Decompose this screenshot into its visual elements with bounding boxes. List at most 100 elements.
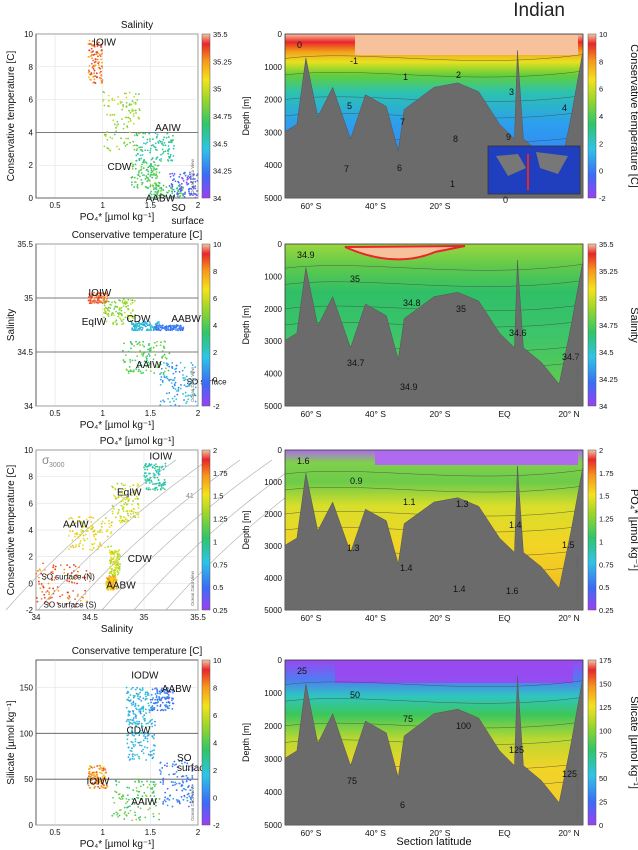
scatter-point: [139, 361, 142, 364]
scatter-point: [130, 183, 133, 186]
scatter-point: [160, 341, 162, 344]
scatter-point: [166, 377, 169, 380]
scatter-point: [144, 321, 147, 323]
scatter-point: [172, 763, 174, 765]
scatter-point: [101, 526, 103, 528]
scatter-point: [163, 488, 166, 491]
scatter-point: [71, 517, 74, 520]
scatter-point: [122, 484, 125, 487]
scatter-point: [101, 61, 103, 64]
scatter-point: [135, 112, 137, 114]
scatter-point: [72, 546, 75, 549]
scatter-point: [187, 182, 190, 185]
scatter-point: [140, 323, 143, 326]
scatter-point: [183, 794, 186, 797]
scatter-point: [142, 136, 144, 139]
scatter-point: [69, 516, 72, 519]
scatter-point: [161, 350, 164, 353]
scatter-point: [132, 743, 135, 746]
scatter-point: [74, 522, 77, 525]
scatter-point: [52, 566, 55, 569]
scatter-point: [172, 784, 174, 787]
scatter-point: [183, 377, 186, 379]
colorbar-tick-label: 1.5: [213, 492, 223, 501]
scatter-point: [194, 187, 197, 190]
scatter-point: [109, 567, 112, 569]
scatter-point: [118, 148, 121, 151]
scatter-point: [151, 735, 154, 738]
scatter-point: [122, 305, 125, 307]
scatter-point: [136, 147, 139, 150]
scatter-point: [145, 359, 148, 362]
scatter-point: [131, 327, 134, 330]
scatter-point: [185, 780, 188, 783]
x-tick-label: 1.5: [145, 409, 157, 418]
scatter-point: [129, 513, 132, 515]
scatter-point: [106, 578, 109, 580]
scatter-point: [143, 320, 146, 323]
scatter-point: [123, 494, 125, 497]
scatter-point: [95, 533, 98, 536]
scatter-point: [105, 771, 108, 774]
scatter-point: [166, 705, 169, 708]
scatter-point: [115, 127, 117, 129]
scatter-point: [175, 326, 177, 329]
scatter-point: [134, 321, 137, 324]
scatter-point: [109, 114, 112, 117]
colorbar-tick-label: 0: [213, 794, 217, 803]
scatter-point: [90, 516, 92, 519]
scatter-point: [139, 696, 141, 698]
scatter-point: [171, 702, 174, 705]
scatter-point: [133, 694, 136, 697]
scatter-point: [123, 360, 126, 363]
scatter-point: [143, 791, 146, 794]
scatter-point: [141, 153, 144, 156]
scatter-point: [153, 706, 156, 709]
contour-label: 6: [400, 800, 405, 810]
scatter-point: [115, 811, 118, 814]
latitude-tick-label: 20° S: [430, 613, 451, 623]
contour-line: [284, 264, 584, 271]
scatter-point: [187, 778, 190, 781]
scatter-point: [128, 714, 131, 717]
scatter-point: [138, 158, 141, 160]
scatter-point: [146, 176, 149, 179]
scatter-point: [154, 720, 156, 723]
scatter-point: [171, 172, 174, 175]
scatter-point: [183, 399, 185, 401]
scatter-point: [154, 190, 157, 193]
scatter-point: [100, 58, 102, 61]
scatter-point: [143, 466, 145, 469]
x-tick-label: 34: [32, 613, 41, 622]
scatter-point: [137, 780, 140, 783]
scatter-point: [172, 327, 175, 330]
scatter-point: [152, 346, 155, 349]
contour-label: 100: [456, 721, 471, 731]
colorbar-tick-label: 2: [213, 446, 217, 455]
scatter-point: [89, 73, 92, 76]
scatter-point: [147, 344, 150, 347]
scatter-point: [126, 800, 129, 803]
scatter-point: [104, 769, 107, 771]
scatter-point: [116, 512, 119, 515]
scatter-point: [172, 387, 175, 389]
scatter-point: [155, 176, 158, 179]
scatter-point: [107, 315, 110, 317]
x-tick-label: 1.5: [145, 201, 157, 210]
section3-plot: 1.60.91.1 1.31.41.51.31.41.4 1.60100020003…: [241, 446, 638, 623]
scatter-point: [129, 340, 132, 343]
scatter-point: [177, 390, 180, 392]
contour-label: 0: [503, 195, 508, 205]
scatter-point: [121, 301, 124, 304]
scatter-point: [91, 527, 94, 530]
scatter-point: [164, 796, 167, 799]
scatter-point: [154, 164, 157, 166]
x-tick-label: 2: [196, 409, 201, 418]
scatter-point: [137, 366, 140, 369]
scatter-point: [115, 564, 118, 567]
scatter-point: [92, 517, 95, 519]
colorbar-tick-label: -2: [213, 402, 220, 411]
scatter-point: [126, 126, 129, 129]
scatter-point: [69, 525, 72, 528]
scatter-point: [97, 55, 99, 58]
